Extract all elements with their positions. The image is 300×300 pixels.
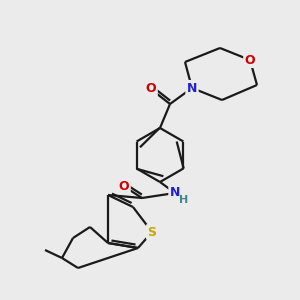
Text: N: N xyxy=(170,187,180,200)
Text: O: O xyxy=(146,82,156,95)
Text: N: N xyxy=(187,82,197,94)
Text: H: H xyxy=(179,195,189,205)
Text: S: S xyxy=(148,226,157,238)
Text: O: O xyxy=(119,179,129,193)
Text: O: O xyxy=(245,53,255,67)
